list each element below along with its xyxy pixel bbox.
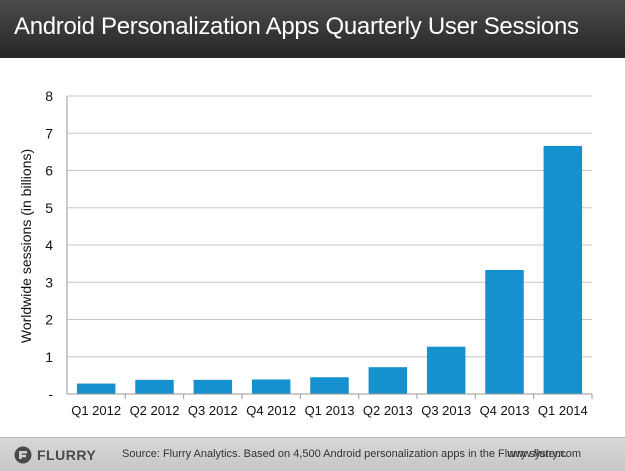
x-tick-label: Q2 2012 [130,403,180,418]
flurry-logo-icon [14,446,32,464]
x-tick-labels: Q1 2012 Q2 2012 Q3 2012 Q4 2012 Q1 2013 Q2 20… [71,403,588,418]
bars [76,145,583,394]
y-tick-label: 1 [45,349,53,365]
y-tick-label: 5 [45,200,53,216]
axes [66,96,593,399]
x-tick-label: Q1 2013 [305,403,355,418]
bar [368,367,408,394]
x-tick-label: Q4 2013 [480,403,530,418]
x-tick-label: Q3 2012 [188,403,238,418]
bar [485,269,524,394]
x-tick-label: Q2 2013 [363,403,413,418]
y-tick-label: 7 [45,125,53,141]
chart-title: Android Personalization Apps Quarterly U… [14,13,579,40]
x-tick-label: Q4 2012 [246,403,296,418]
website-url: www.flurry.com [507,448,581,460]
y-tick-label: 3 [45,274,53,290]
y-tick-label: 6 [45,163,53,179]
x-tick-label: Q1 2014 [538,403,588,418]
bar [135,379,174,394]
bar [426,346,466,394]
y-tick-label: 4 [45,237,53,253]
bar [543,145,583,394]
footer-bar: FLURRY Source: Flurry Analytics. Based o… [0,437,625,471]
source-note: Source: Flurry Analytics. Based on 4,500… [122,448,568,460]
gridlines [67,95,592,358]
bar [76,383,116,394]
y-axis-label: Worldwide sessions (in billions) [18,149,34,343]
y-tick-label: - [48,386,53,402]
logo-text: FLURRY [37,447,97,463]
title-bar: Android Personalization Apps Quarterly U… [0,0,625,58]
x-tick-label: Q3 2013 [421,403,471,418]
x-tick-label: Q1 2012 [71,403,121,418]
y-tick-labels: - 1 2 3 4 5 6 7 8 [45,88,53,402]
flurry-logo: FLURRY [14,445,96,465]
bar [310,377,349,394]
y-tick-label: 8 [45,88,53,104]
y-tick-label: 2 [45,312,53,328]
bar [193,379,233,394]
bar [251,379,291,394]
